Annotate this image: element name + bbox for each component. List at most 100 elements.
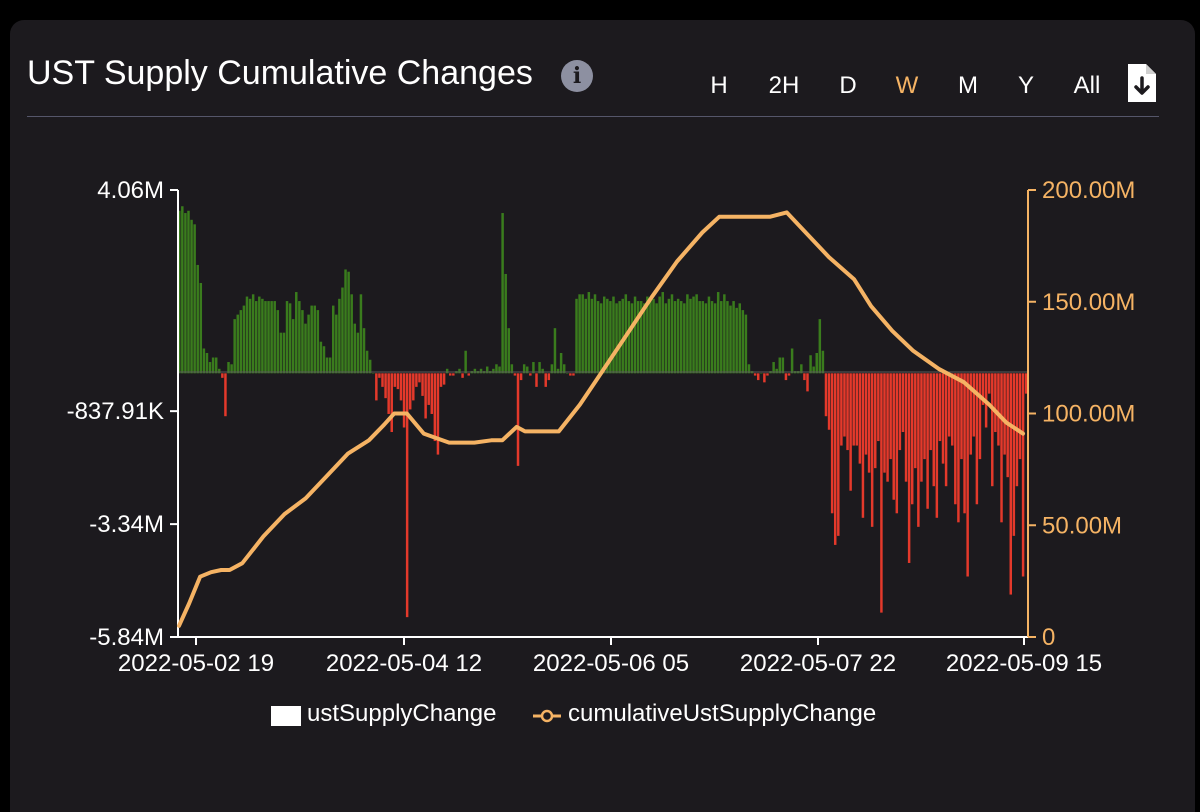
bar[interactable] — [492, 368, 495, 374]
bar[interactable] — [519, 373, 523, 381]
bar[interactable] — [596, 301, 600, 374]
bar[interactable] — [331, 305, 335, 374]
range-button-all[interactable]: All — [1073, 72, 1101, 99]
bar[interactable] — [655, 303, 658, 374]
range-button-2h[interactable]: 2H — [768, 72, 800, 99]
bar[interactable] — [436, 373, 440, 455]
bar[interactable] — [981, 373, 985, 405]
bar[interactable] — [695, 294, 698, 374]
bar[interactable] — [181, 206, 184, 374]
bar[interactable] — [689, 298, 692, 374]
bar[interactable] — [639, 301, 643, 374]
bar[interactable] — [214, 357, 218, 374]
bar[interactable] — [544, 373, 547, 387]
bar[interactable] — [464, 350, 467, 374]
bar[interactable] — [236, 314, 239, 374]
bar[interactable] — [347, 271, 350, 374]
bar[interactable] — [846, 373, 849, 451]
bar[interactable] — [969, 373, 972, 455]
bar[interactable] — [975, 373, 979, 505]
bar[interactable] — [424, 373, 427, 419]
bar[interactable] — [298, 301, 301, 374]
bar[interactable] — [837, 373, 840, 536]
bar[interactable] — [806, 373, 809, 392]
bar[interactable] — [501, 213, 504, 374]
bar[interactable] — [621, 298, 624, 374]
bar[interactable] — [325, 357, 329, 374]
bar[interactable] — [870, 373, 874, 527]
bar[interactable] — [301, 310, 304, 374]
range-button-m[interactable]: M — [958, 72, 978, 99]
bar[interactable] — [510, 364, 514, 374]
bar[interactable] — [895, 373, 899, 514]
bar[interactable] — [399, 373, 403, 401]
bar[interactable] — [612, 296, 615, 374]
bar[interactable] — [581, 294, 584, 374]
bar[interactable] — [627, 301, 631, 374]
download-icon[interactable] — [1126, 64, 1156, 102]
range-button-d[interactable]: D — [839, 72, 857, 99]
bar[interactable] — [938, 373, 942, 442]
bar[interactable] — [276, 310, 280, 374]
bar[interactable] — [449, 373, 452, 376]
bar[interactable] — [282, 332, 286, 374]
bar[interactable] — [556, 368, 560, 374]
bar[interactable] — [504, 273, 507, 374]
bar[interactable] — [892, 373, 895, 500]
bar[interactable] — [772, 362, 775, 374]
bar[interactable] — [710, 301, 714, 374]
bar[interactable] — [273, 301, 276, 374]
bar[interactable] — [978, 373, 982, 460]
bar[interactable] — [670, 294, 674, 374]
bar[interactable] — [643, 303, 646, 374]
bar[interactable] — [248, 298, 252, 374]
bar[interactable] — [368, 359, 372, 374]
bar[interactable] — [886, 373, 889, 482]
bar[interactable] — [254, 301, 258, 374]
bar[interactable] — [522, 364, 526, 374]
bar[interactable] — [193, 224, 196, 374]
legend-item-ust-supply-change[interactable]: ustSupplyChange — [307, 700, 497, 727]
bar[interactable] — [864, 373, 868, 455]
bar[interactable] — [452, 373, 455, 376]
bar[interactable] — [473, 368, 477, 374]
bar[interactable] — [951, 373, 954, 446]
bar[interactable] — [575, 298, 578, 374]
bar[interactable] — [202, 348, 206, 374]
bar[interactable] — [261, 298, 264, 374]
bar[interactable] — [415, 373, 418, 387]
bar[interactable] — [1021, 373, 1025, 577]
bar[interactable] — [319, 341, 323, 374]
bar[interactable] — [707, 296, 711, 374]
bar[interactable] — [541, 368, 544, 374]
bar[interactable] — [830, 373, 834, 514]
range-button-h[interactable]: H — [710, 72, 728, 99]
bar[interactable] — [279, 332, 283, 374]
bar[interactable] — [704, 303, 708, 374]
bar[interactable] — [1012, 373, 1016, 536]
info-icon[interactable]: i — [561, 60, 593, 92]
bar[interactable] — [603, 296, 606, 374]
bar[interactable] — [196, 264, 199, 374]
bar[interactable] — [498, 366, 501, 374]
bar[interactable] — [997, 373, 1000, 446]
bar[interactable] — [633, 296, 637, 374]
bar[interactable] — [692, 296, 695, 374]
bar[interactable] — [408, 373, 412, 410]
bar[interactable] — [649, 301, 652, 374]
bar[interactable] — [815, 353, 818, 374]
bar[interactable] — [245, 296, 249, 374]
bar[interactable] — [221, 373, 224, 378]
bar[interactable] — [233, 319, 236, 374]
bar[interactable] — [526, 366, 529, 374]
bar[interactable] — [239, 310, 243, 374]
bar[interactable] — [760, 373, 763, 374]
bar[interactable] — [858, 373, 862, 464]
bar[interactable] — [766, 373, 769, 376]
bar[interactable] — [513, 373, 517, 376]
bar[interactable] — [935, 373, 939, 518]
bar[interactable] — [310, 305, 313, 374]
bar[interactable] — [904, 373, 908, 482]
bar[interactable] — [291, 319, 295, 374]
bar[interactable] — [726, 301, 729, 374]
